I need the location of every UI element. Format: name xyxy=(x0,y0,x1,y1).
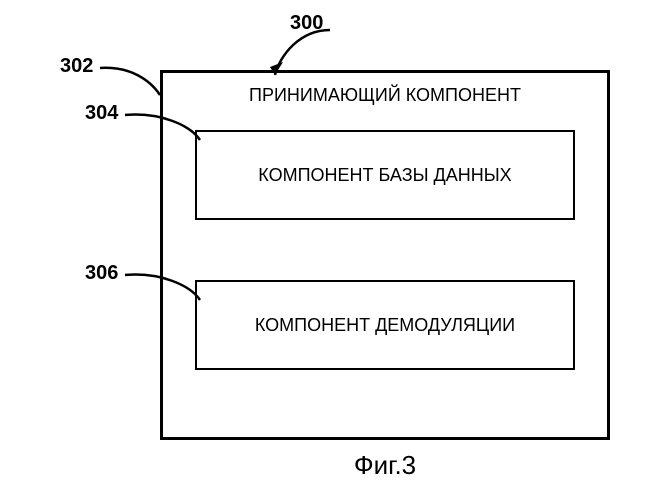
ref-label-304: 304 xyxy=(85,102,118,125)
outer-component-box xyxy=(160,70,610,440)
demodulation-component-box: КОМПОНЕНТ ДЕМОДУЛЯЦИИ xyxy=(195,280,575,370)
database-component-box: КОМПОНЕНТ БАЗЫ ДАННЫХ xyxy=(195,130,575,220)
demodulation-component-label: КОМПОНЕНТ ДЕМОДУЛЯЦИИ xyxy=(255,315,515,336)
figure-caption: Фиг.3 xyxy=(160,450,610,481)
outer-box-title: ПРИНИМАЮЩИЙ КОМПОНЕНТ xyxy=(160,85,610,106)
ref-label-300: 300 xyxy=(290,12,323,35)
ref-label-302: 302 xyxy=(60,55,93,78)
ref-label-306: 306 xyxy=(85,262,118,285)
database-component-label: КОМПОНЕНТ БАЗЫ ДАННЫХ xyxy=(258,165,511,186)
